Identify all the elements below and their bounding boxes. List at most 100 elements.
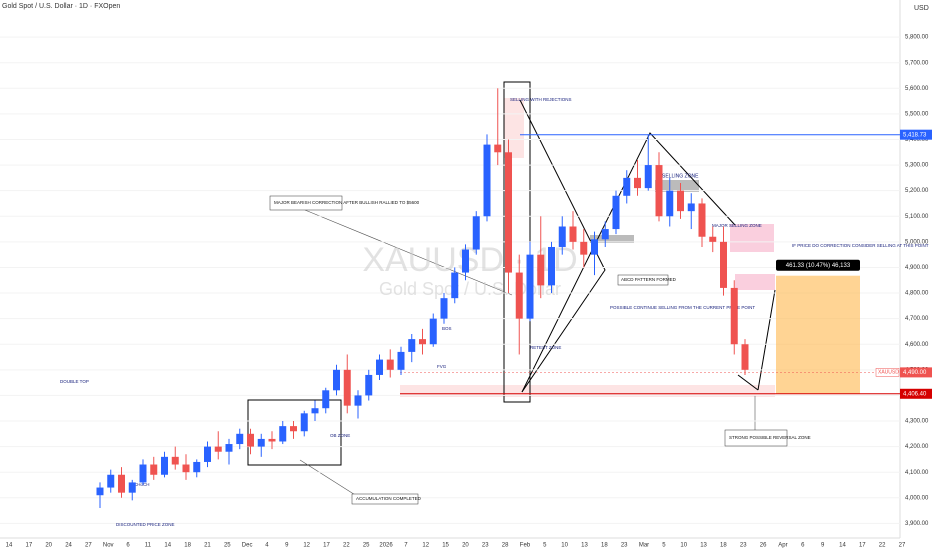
candle-body (107, 474, 115, 488)
x-tick-label: 18 (601, 543, 608, 549)
x-tick-label: 5 (543, 543, 547, 549)
x-tick-label: Nov (103, 543, 114, 549)
y-tick-label: 5,400.00 (905, 137, 929, 143)
candle-body (247, 433, 254, 447)
y-tick-label: 4,000.00 (905, 495, 929, 501)
annotation: OB ZONE (330, 433, 350, 438)
y-tick-label: 5,000.00 (905, 239, 929, 245)
callout (617, 274, 669, 286)
annotation: ABCD PATTERN FORMED (621, 277, 677, 282)
annotation: CHoCH (134, 482, 150, 487)
x-tick-label: 20 (462, 543, 469, 549)
candle-body (655, 165, 663, 217)
candle-body (515, 272, 523, 319)
candle-body (322, 390, 330, 409)
x-tick-label: 18 (720, 543, 727, 549)
candle-body (698, 203, 706, 237)
zone (735, 274, 775, 290)
x-tick-label: 25 (363, 543, 370, 549)
candle-body (386, 359, 394, 370)
annotation: SELLING ZONE (662, 173, 699, 179)
candle-body (128, 482, 136, 493)
candle-body (472, 216, 480, 250)
x-tick-label: 14 (6, 543, 13, 549)
candle-body (354, 395, 362, 406)
zone (504, 98, 524, 158)
x-tick-label: 13 (581, 543, 588, 549)
candle-body (96, 487, 104, 496)
candle-body (236, 433, 244, 445)
candle-body (150, 464, 158, 475)
x-tick-label: 25 (224, 543, 231, 549)
x-tick-label: Mar (639, 543, 649, 549)
x-tick-label: 26 (760, 543, 767, 549)
candle-body (419, 339, 426, 345)
x-tick-label: 10 (561, 543, 568, 549)
candle-body (343, 369, 351, 406)
x-tick-label: 27 (899, 543, 906, 549)
x-tick-label: 20 (45, 543, 52, 549)
currency: USD (914, 5, 929, 12)
candle-body (204, 446, 211, 462)
x-tick-label: 23 (482, 543, 489, 549)
y-tick-label: 4,100.00 (905, 470, 929, 476)
arrow (757, 289, 776, 391)
box (247, 399, 342, 466)
x-tick-label: 27 (85, 543, 92, 549)
candle-body (548, 246, 555, 286)
symbol-tag-label: XAUUSD (878, 370, 899, 376)
candle-body (225, 444, 233, 452)
y-tick-label: 4,700.00 (905, 316, 929, 322)
projection-box (776, 275, 860, 394)
candle-body (677, 190, 684, 212)
x-tick-label: 18 (184, 543, 191, 549)
x-tick-label: Apr (778, 543, 787, 549)
candle-body (558, 226, 566, 247)
candle-body (537, 254, 545, 286)
candle-body (709, 236, 717, 242)
projection-label-bg (776, 259, 860, 271)
y-tick-label: 5,300.00 (905, 163, 929, 169)
annotation: POSSIBLE CONTINUE SELLING FROM THE CURRE… (610, 305, 755, 310)
callout (724, 429, 788, 447)
candle-body (451, 272, 459, 299)
x-tick-label: 28 (502, 543, 509, 549)
price-tag (900, 388, 932, 399)
y-tick-label: 5,500.00 (905, 111, 929, 117)
x-tick-label: 23 (740, 543, 747, 549)
annotation: MAJOR SELLING ZONE (712, 223, 762, 228)
price-tag (900, 129, 932, 140)
candle-body (526, 254, 534, 319)
candle-body (193, 461, 201, 473)
x-tick-label: 11 (145, 543, 152, 549)
y-tick-label: 4,800.00 (905, 291, 929, 297)
candle-body (161, 456, 168, 475)
candle-body (290, 426, 297, 432)
annotation: DISCOUNTED PRICE ZONE (116, 522, 175, 527)
x-tick-label: 21 (204, 543, 211, 549)
candle-body (257, 438, 265, 447)
candle-body (666, 190, 674, 217)
y-tick-label: 4,200.00 (905, 444, 929, 450)
candle-body (397, 351, 405, 370)
candle-body (634, 177, 641, 189)
candle-body (365, 374, 373, 396)
x-tick-label: 7 (404, 543, 408, 549)
candle-body (687, 203, 695, 212)
annotation: DOUBLE TOP (60, 379, 89, 384)
price-tag-label: 4,490.00 (903, 370, 927, 376)
candle-body (720, 241, 727, 288)
candle-body (505, 152, 512, 273)
symbol-tag (875, 368, 900, 377)
x-tick-label: 5 (662, 543, 666, 549)
pattern-line (521, 132, 736, 393)
candle-body (171, 456, 179, 465)
x-tick-label: Feb (520, 543, 531, 549)
candle-body (139, 464, 147, 483)
x-tick-label: 4 (265, 543, 269, 549)
candle-body (214, 446, 222, 452)
y-tick-label: 3,900.00 (905, 521, 929, 527)
annotation: SELLING WITH REJECTIONS (510, 97, 572, 102)
callout (351, 493, 419, 505)
